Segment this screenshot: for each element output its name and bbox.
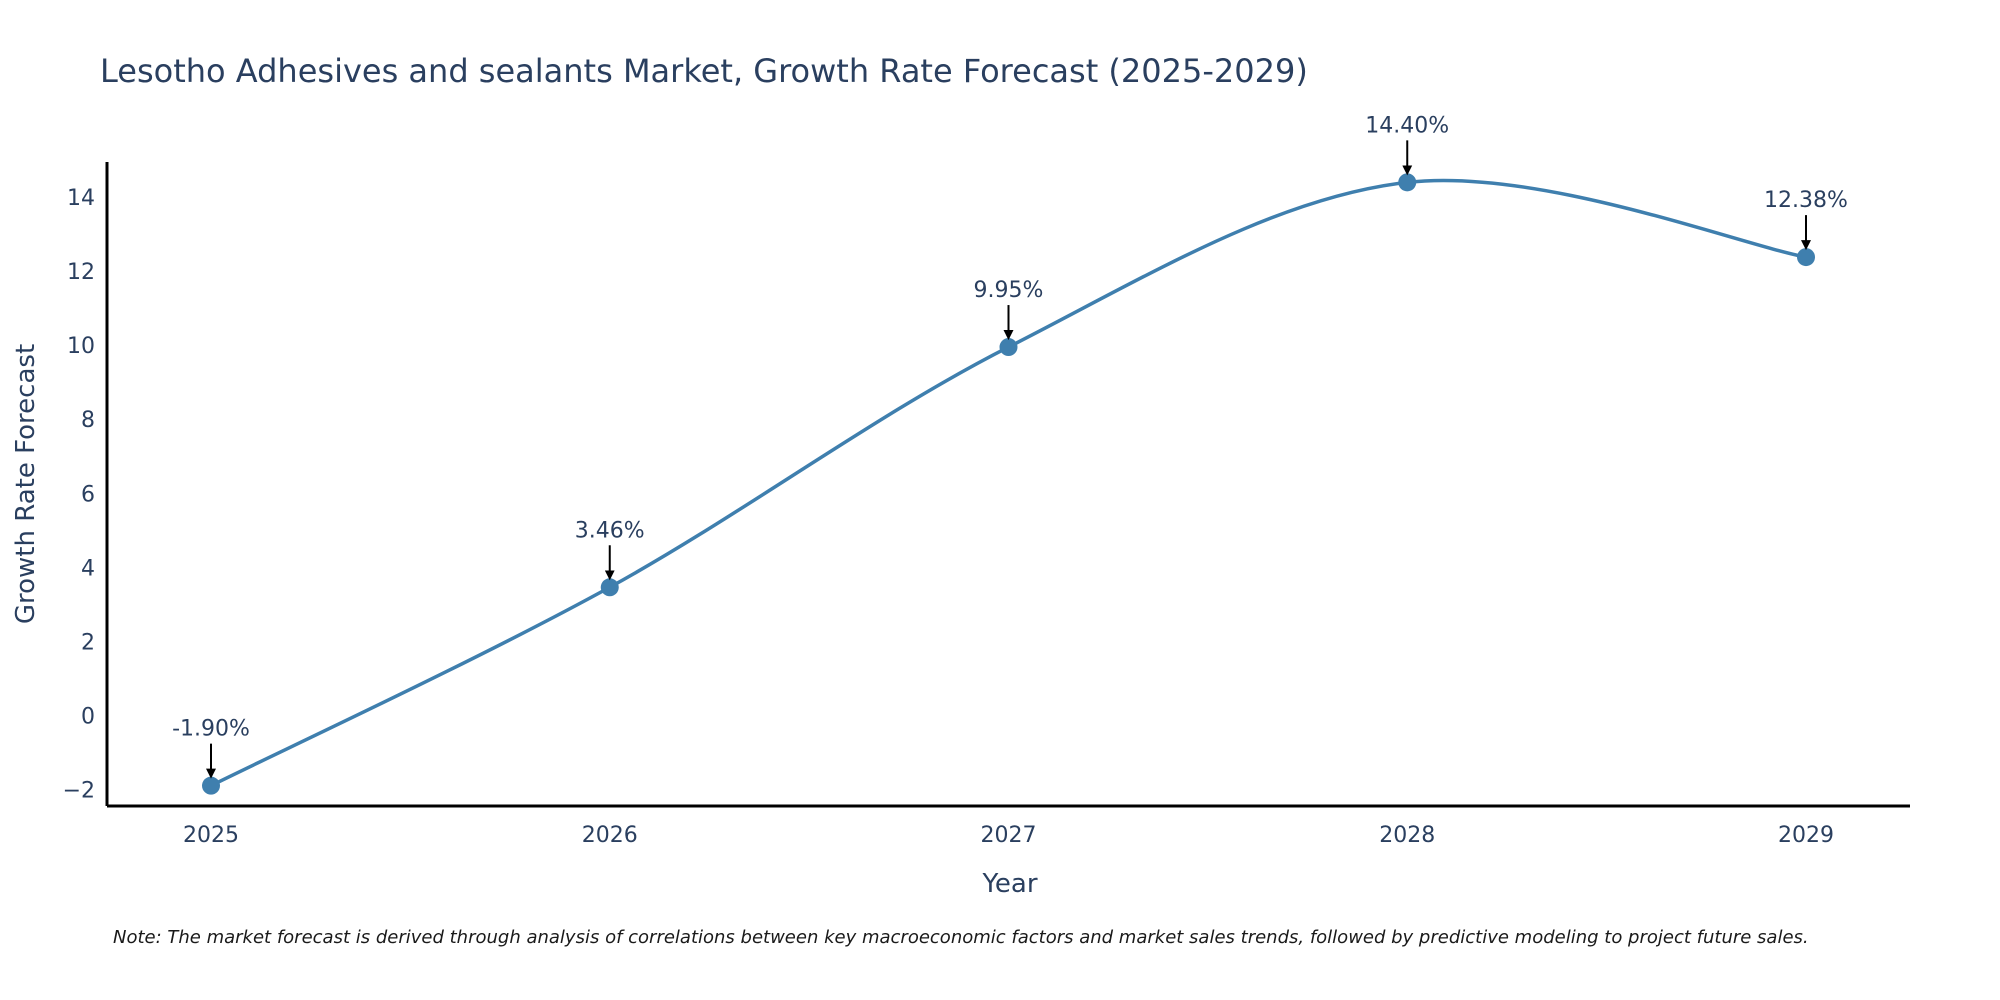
x-tick-label: 2029	[1778, 823, 1834, 848]
data-annotations: -1.90% 3.46% 9.95% 14.40% 12.38%	[172, 113, 1848, 779]
y-axis-title: Growth Rate Forecast	[11, 344, 41, 624]
x-tick-label: 2025	[183, 823, 239, 848]
x-tick-label: 2027	[981, 823, 1037, 848]
y-tick-label: 0	[81, 704, 95, 729]
data-label: 3.46%	[575, 518, 645, 543]
footnote: Note: The market forecast is derived thr…	[113, 927, 1809, 948]
x-tick-label: 2028	[1379, 823, 1435, 848]
data-label: -1.90%	[172, 717, 250, 742]
chart-title: Lesotho Adhesives and sealants Market, G…	[100, 52, 1308, 90]
data-point	[1797, 248, 1815, 267]
data-label: 9.95%	[974, 278, 1044, 303]
y-tick-label: −2	[63, 778, 95, 803]
y-tick-label: 8	[81, 408, 95, 433]
y-tick-label: 6	[81, 482, 95, 507]
data-label: 12.38%	[1764, 188, 1848, 213]
x-axis-ticks: 2025 2026 2027 2028 2029	[183, 823, 1834, 848]
y-axis-ticks: −2 0 2 4 6 8 10 12 14	[63, 186, 95, 803]
y-tick-label: 10	[67, 334, 95, 359]
y-tick-label: 14	[67, 186, 95, 211]
y-tick-label: 4	[81, 556, 95, 581]
data-points	[202, 173, 1815, 795]
series-line	[210, 178, 1807, 788]
data-point	[1398, 173, 1417, 192]
x-tick-label: 2026	[582, 823, 638, 848]
x-axis-title: Year	[981, 869, 1037, 899]
data-point	[600, 578, 619, 597]
y-tick-label: 12	[67, 260, 95, 285]
data-label: 14.40%	[1365, 113, 1449, 138]
y-tick-label: 2	[81, 630, 95, 655]
data-point	[999, 338, 1018, 357]
data-point	[202, 776, 220, 795]
